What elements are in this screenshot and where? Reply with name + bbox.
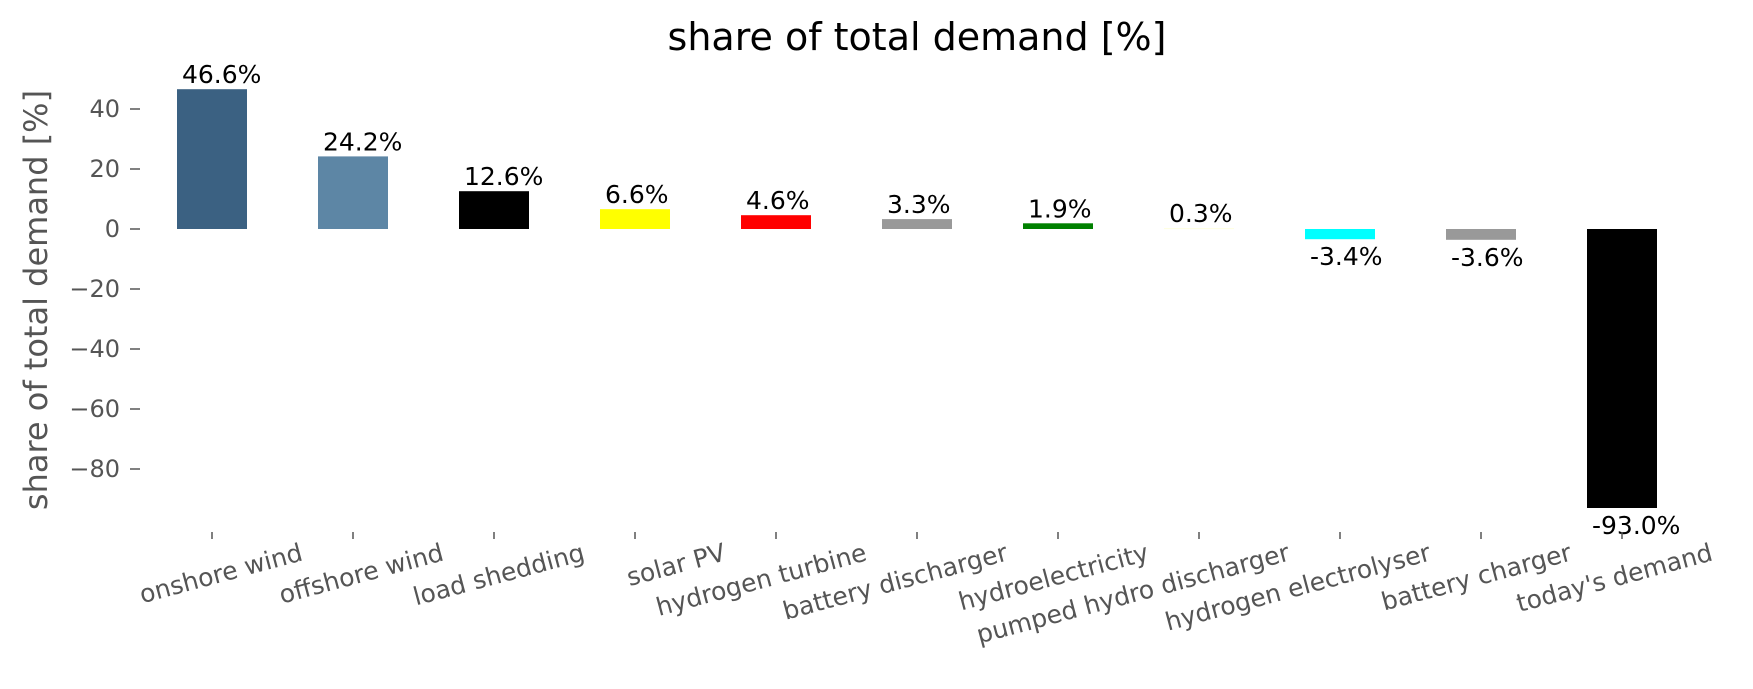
data-labels: 46.6% 24.2% 12.6% 6.6% 4.6% 3.3% 1.9% 0.3% -3.4%…: [182, 60, 1680, 540]
data-label: -3.4%: [1310, 242, 1383, 271]
data-label: -93.0%: [1592, 511, 1680, 540]
y-axis-label: share of total demand [%]: [17, 90, 55, 510]
bar: [318, 156, 388, 229]
y-tick-label: 20: [89, 155, 120, 183]
bars: [177, 89, 1657, 508]
y-tick-label: 40: [89, 95, 120, 123]
data-label: 6.6%: [605, 180, 669, 209]
data-label: 46.6%: [182, 60, 261, 89]
bar: [459, 191, 529, 229]
y-tick-label: −20: [69, 275, 120, 303]
bar: [1305, 229, 1375, 240]
data-label: 3.3%: [887, 190, 951, 219]
bar: [1023, 223, 1093, 229]
bar: [1587, 229, 1657, 508]
data-label: 12.6%: [464, 162, 543, 191]
y-axis: 40 20 0 −20 −40 −60 −80: [69, 95, 140, 483]
data-label: 0.3%: [1169, 199, 1233, 228]
bar: [1164, 228, 1234, 230]
y-tick-label: 0: [105, 215, 120, 243]
bar: [882, 219, 952, 229]
chart-title: share of total demand [%]: [668, 15, 1167, 59]
y-tick-label: −60: [69, 395, 120, 423]
data-label: -3.6%: [1451, 243, 1524, 272]
data-label: 24.2%: [323, 127, 402, 156]
y-tick-label: −40: [69, 335, 120, 363]
data-label: 4.6%: [746, 186, 810, 215]
data-label: 1.9%: [1028, 194, 1092, 223]
y-tick-label: −80: [69, 455, 120, 483]
bar: [1446, 229, 1516, 240]
bar: [741, 215, 811, 229]
bar: [600, 209, 670, 229]
bar: [177, 89, 247, 229]
